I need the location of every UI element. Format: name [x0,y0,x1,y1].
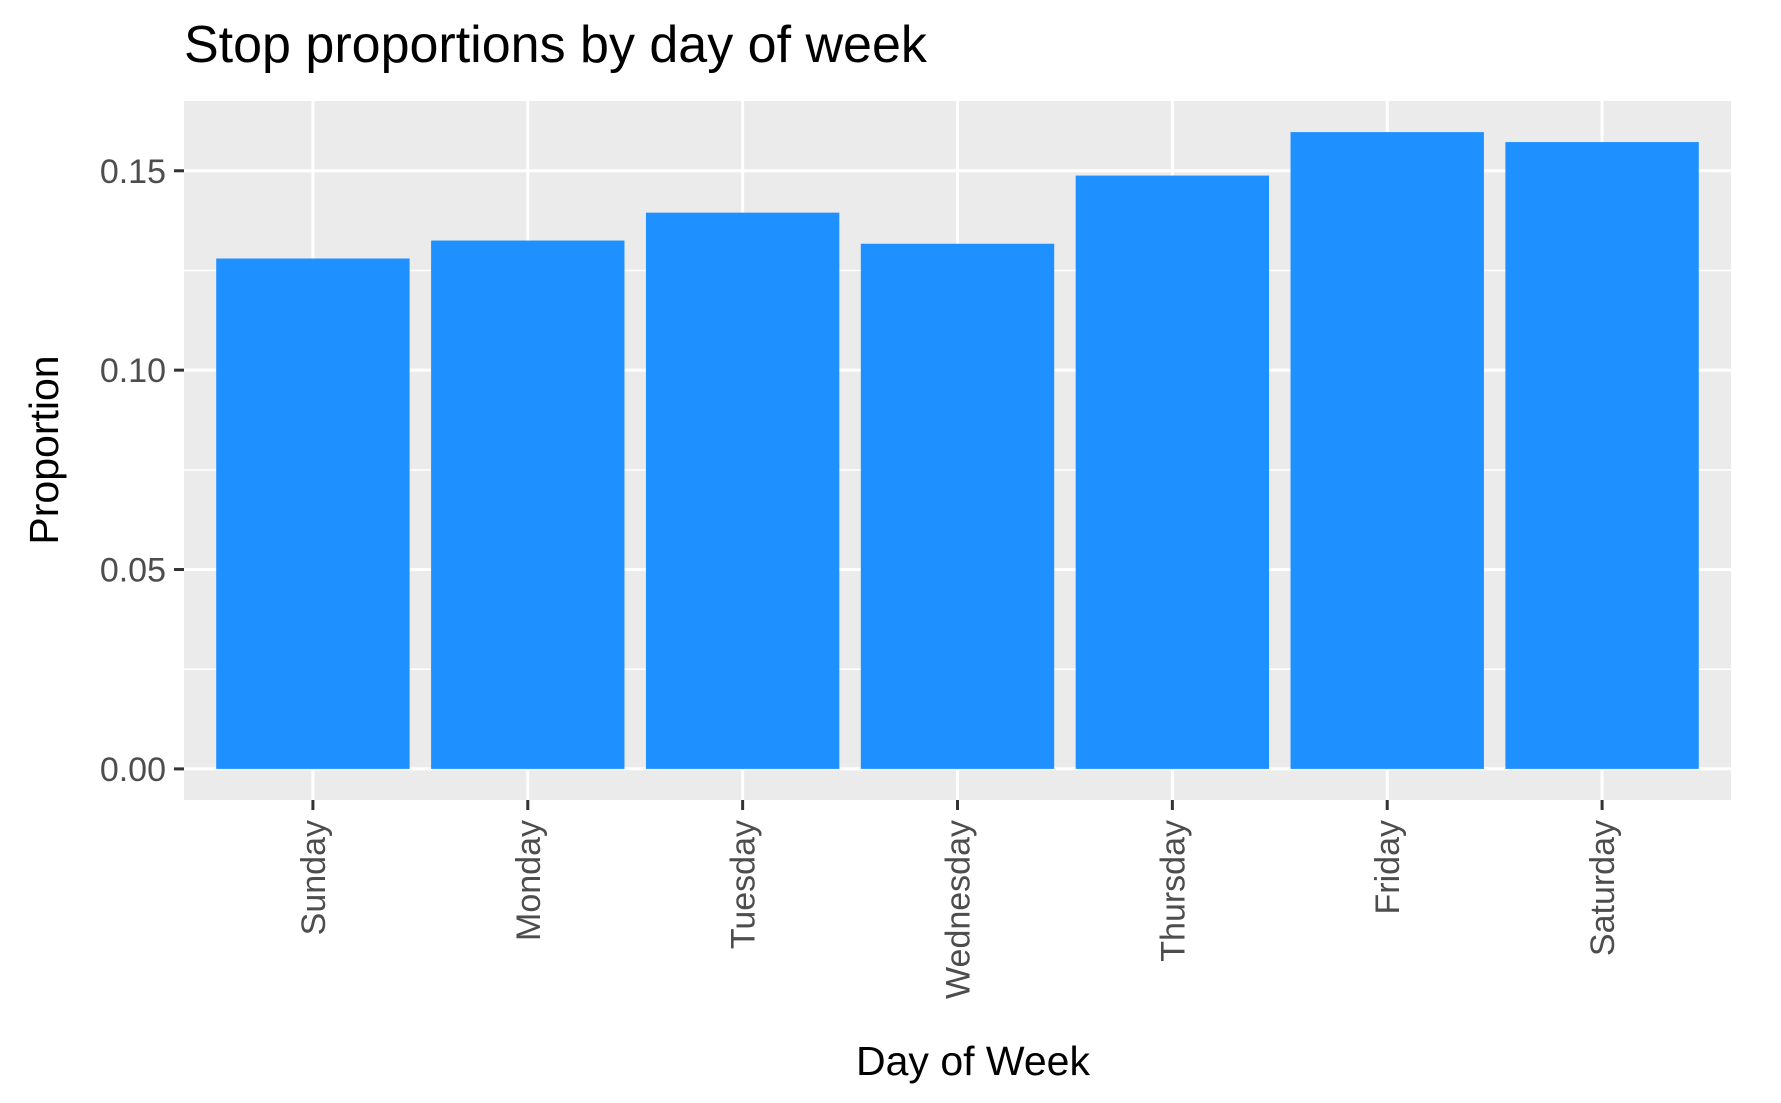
bar-wednesday [860,243,1055,769]
bar-saturday [1505,142,1699,769]
bar-friday [1290,132,1484,769]
y-tick-label: 0.00 [100,751,166,789]
x-tick-label: Monday [510,820,548,941]
bars [216,132,1699,769]
x-tick-label: Friday [1369,820,1407,914]
x-axis-title: Day of Week [856,1038,1090,1084]
y-tick-label: 0.10 [100,352,166,390]
x-axis: Sunday Monday Tuesday Wednesday Thursday Frid… [295,800,1622,999]
y-tick-label: 0.05 [100,552,166,590]
x-tick-label: Thursday [1154,820,1192,962]
y-axis-title: Proportion [21,355,67,544]
bar-monday [431,240,625,769]
x-tick-label: Tuesday [725,820,763,949]
x-tick-label: Sunday [295,820,333,935]
y-tick-label: 0.15 [100,153,166,191]
bar-thursday [1075,175,1270,769]
bar-sunday [216,258,410,769]
y-axis: 0.00 0.05 0.10 0.15 [100,153,184,789]
x-tick-label: Saturday [1584,820,1622,956]
x-tick-label: Wednesday [940,820,978,999]
bar-tuesday [645,212,840,769]
chart-title: Stop proportions by day of week [184,16,928,74]
